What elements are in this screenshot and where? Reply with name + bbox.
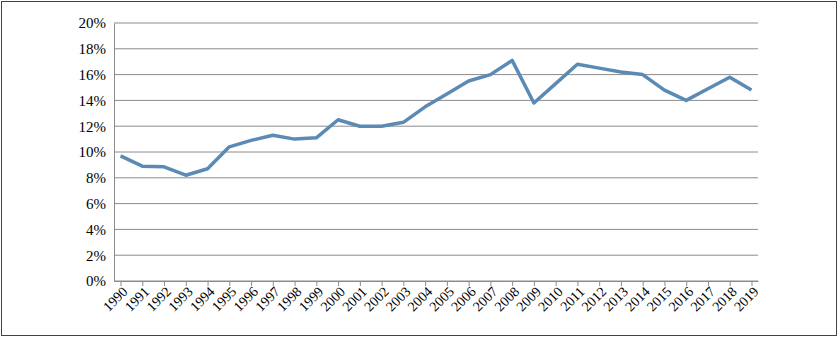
grid-line (114, 126, 758, 127)
y-tick: 10% (79, 144, 115, 160)
x-tick: 1999 (296, 281, 326, 314)
x-tick: 2017 (688, 281, 718, 314)
y-tick: 4% (86, 222, 114, 238)
x-tick: 2002 (361, 281, 391, 314)
y-tick-label: 2% (86, 248, 106, 264)
y-tick-label: 8% (86, 170, 106, 186)
grid (114, 23, 758, 281)
x-tick: 1997 (253, 281, 283, 314)
frame (2, 2, 837, 336)
x-tick: 2007 (470, 281, 500, 314)
x-tick: 2009 (514, 281, 544, 314)
y-tick-label: 18% (79, 41, 107, 57)
grid-line (114, 203, 758, 204)
grid-line (114, 152, 758, 153)
x-tick: 2016 (666, 281, 696, 314)
grid-line (114, 229, 758, 230)
x-tick: 2015 (644, 281, 674, 314)
x-tick: 1993 (165, 281, 195, 314)
grid-line (114, 48, 758, 49)
y-tick: 0% (86, 273, 114, 289)
chart: 0% 2% 4% 6% 8% 10% 12% 14% 16% 18% 20% 199019911992… (0, 0, 838, 337)
x-tick: 2019 (731, 281, 761, 314)
y-tick: 20% (79, 15, 115, 31)
grid-line (114, 255, 758, 256)
y-tick: 18% (79, 41, 115, 57)
grid-line (114, 74, 758, 75)
x-tick: 1991 (122, 281, 152, 314)
y-tick-label: 12% (79, 119, 107, 135)
y-tick: 6% (86, 196, 114, 212)
y-tick: 16% (79, 67, 115, 83)
x-axis: 1990199119921993199419951996199719981999… (100, 281, 761, 314)
x-tick: 2000 (318, 281, 348, 314)
y-tick: 8% (86, 170, 114, 186)
x-tick: 2008 (492, 281, 522, 314)
x-tick: 2006 (448, 281, 478, 314)
y-tick: 2% (86, 248, 114, 264)
x-tick: 2010 (535, 281, 565, 314)
x-tick: 1992 (144, 281, 174, 314)
x-tick: 2005 (427, 281, 457, 314)
y-axis-line (114, 24, 115, 282)
x-tick: 2013 (601, 281, 631, 314)
y-tick-label: 0% (86, 273, 106, 289)
y-tick-label: 4% (86, 222, 106, 238)
grid-line (114, 23, 758, 24)
x-tick: 1996 (231, 281, 261, 314)
line (121, 60, 752, 175)
x-tick: 2001 (340, 281, 370, 314)
y-axis: 0% 2% 4% 6% 8% 10% 12% 14% 16% 18% 20% (79, 15, 115, 289)
x-tick: 2003 (383, 281, 413, 314)
x-tick: 1994 (187, 281, 217, 314)
y-tick-label: 10% (79, 144, 107, 160)
x-tick: 2018 (709, 281, 739, 314)
x-tick: 1995 (209, 281, 239, 314)
x-tick-label: 2019 (731, 284, 761, 314)
grid-line (114, 177, 758, 178)
x-tick: 1998 (274, 281, 304, 314)
y-tick: 12% (79, 119, 115, 135)
x-tick: 2012 (579, 281, 609, 314)
y-tick-label: 14% (79, 93, 107, 109)
y-tick-label: 20% (79, 15, 107, 31)
y-tick-label: 6% (86, 196, 106, 212)
y-tick: 14% (79, 93, 115, 109)
plot-area (121, 60, 752, 175)
x-axis-line (115, 281, 759, 282)
grid-line (114, 281, 758, 282)
x-tick: 1990 (100, 281, 130, 314)
x-tick: 2014 (622, 281, 652, 314)
y-tick-label: 16% (79, 67, 107, 83)
x-tick: 2004 (405, 281, 435, 314)
